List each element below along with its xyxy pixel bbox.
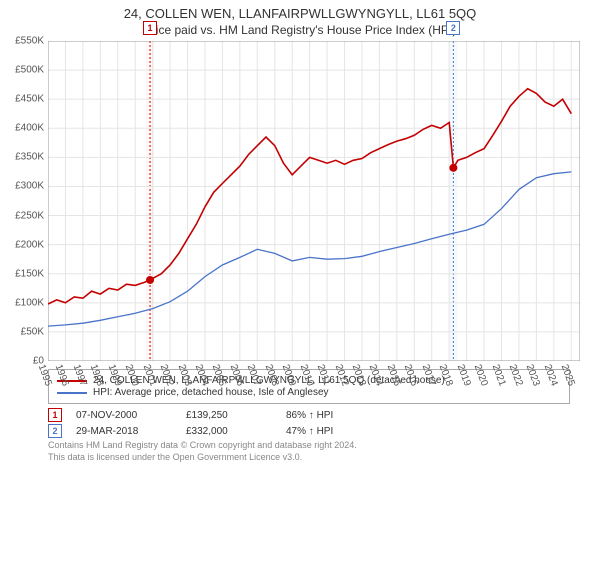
y-axis-label: £300K bbox=[15, 181, 44, 192]
sale-point-marker bbox=[449, 164, 457, 172]
transaction-marker-2: 2 bbox=[446, 21, 460, 35]
footer-line-2: This data is licensed under the Open Gov… bbox=[48, 452, 570, 464]
transaction-price: £332,000 bbox=[186, 426, 286, 437]
transaction-pct-vs-hpi: 47% ↑ HPI bbox=[286, 426, 376, 437]
y-axis-label: £550K bbox=[15, 36, 44, 47]
transaction-number-box: 2 bbox=[48, 424, 62, 438]
y-axis-label: £50K bbox=[21, 326, 44, 337]
footer-line-1: Contains HM Land Registry data © Crown c… bbox=[48, 440, 570, 452]
transaction-number-box: 1 bbox=[48, 408, 62, 422]
y-axis-label: £450K bbox=[15, 94, 44, 105]
legend-item: HPI: Average price, detached house, Isle… bbox=[57, 387, 561, 398]
transaction-table: 1 07-NOV-2000£139,25086% ↑ HPI 2 29-MAR-201… bbox=[48, 408, 570, 438]
chart-title: 24, COLLEN WEN, LLANFAIRPWLLGWYNGYLL, LL… bbox=[0, 6, 600, 21]
legend-swatch bbox=[57, 392, 87, 394]
footer-attribution: Contains HM Land Registry data © Crown c… bbox=[48, 440, 570, 463]
transaction-date: 07-NOV-2000 bbox=[76, 410, 186, 421]
y-axis-label: £100K bbox=[15, 297, 44, 308]
y-axis-label: £200K bbox=[15, 239, 44, 250]
transaction-price: £139,250 bbox=[186, 410, 286, 421]
transaction-row: 1 07-NOV-2000£139,25086% ↑ HPI bbox=[48, 408, 570, 422]
legend-label: HPI: Average price, detached house, Isle… bbox=[93, 387, 329, 398]
transaction-date: 29-MAR-2018 bbox=[76, 426, 186, 437]
y-axis-label: £400K bbox=[15, 123, 44, 134]
transaction-row: 2 29-MAR-2018£332,00047% ↑ HPI bbox=[48, 424, 570, 438]
y-axis-label: £350K bbox=[15, 152, 44, 163]
y-axis-label: £500K bbox=[15, 65, 44, 76]
chart-plot-area: £0£50K£100K£150K£200K£250K£300K£350K£400… bbox=[48, 41, 580, 361]
transaction-pct-vs-hpi: 86% ↑ HPI bbox=[286, 410, 376, 421]
chart-subtitle: Price paid vs. HM Land Registry's House … bbox=[0, 23, 600, 37]
sale-point-marker bbox=[146, 276, 154, 284]
y-axis-label: £150K bbox=[15, 268, 44, 279]
transaction-marker-1: 1 bbox=[143, 21, 157, 35]
y-axis-label: £250K bbox=[15, 210, 44, 221]
